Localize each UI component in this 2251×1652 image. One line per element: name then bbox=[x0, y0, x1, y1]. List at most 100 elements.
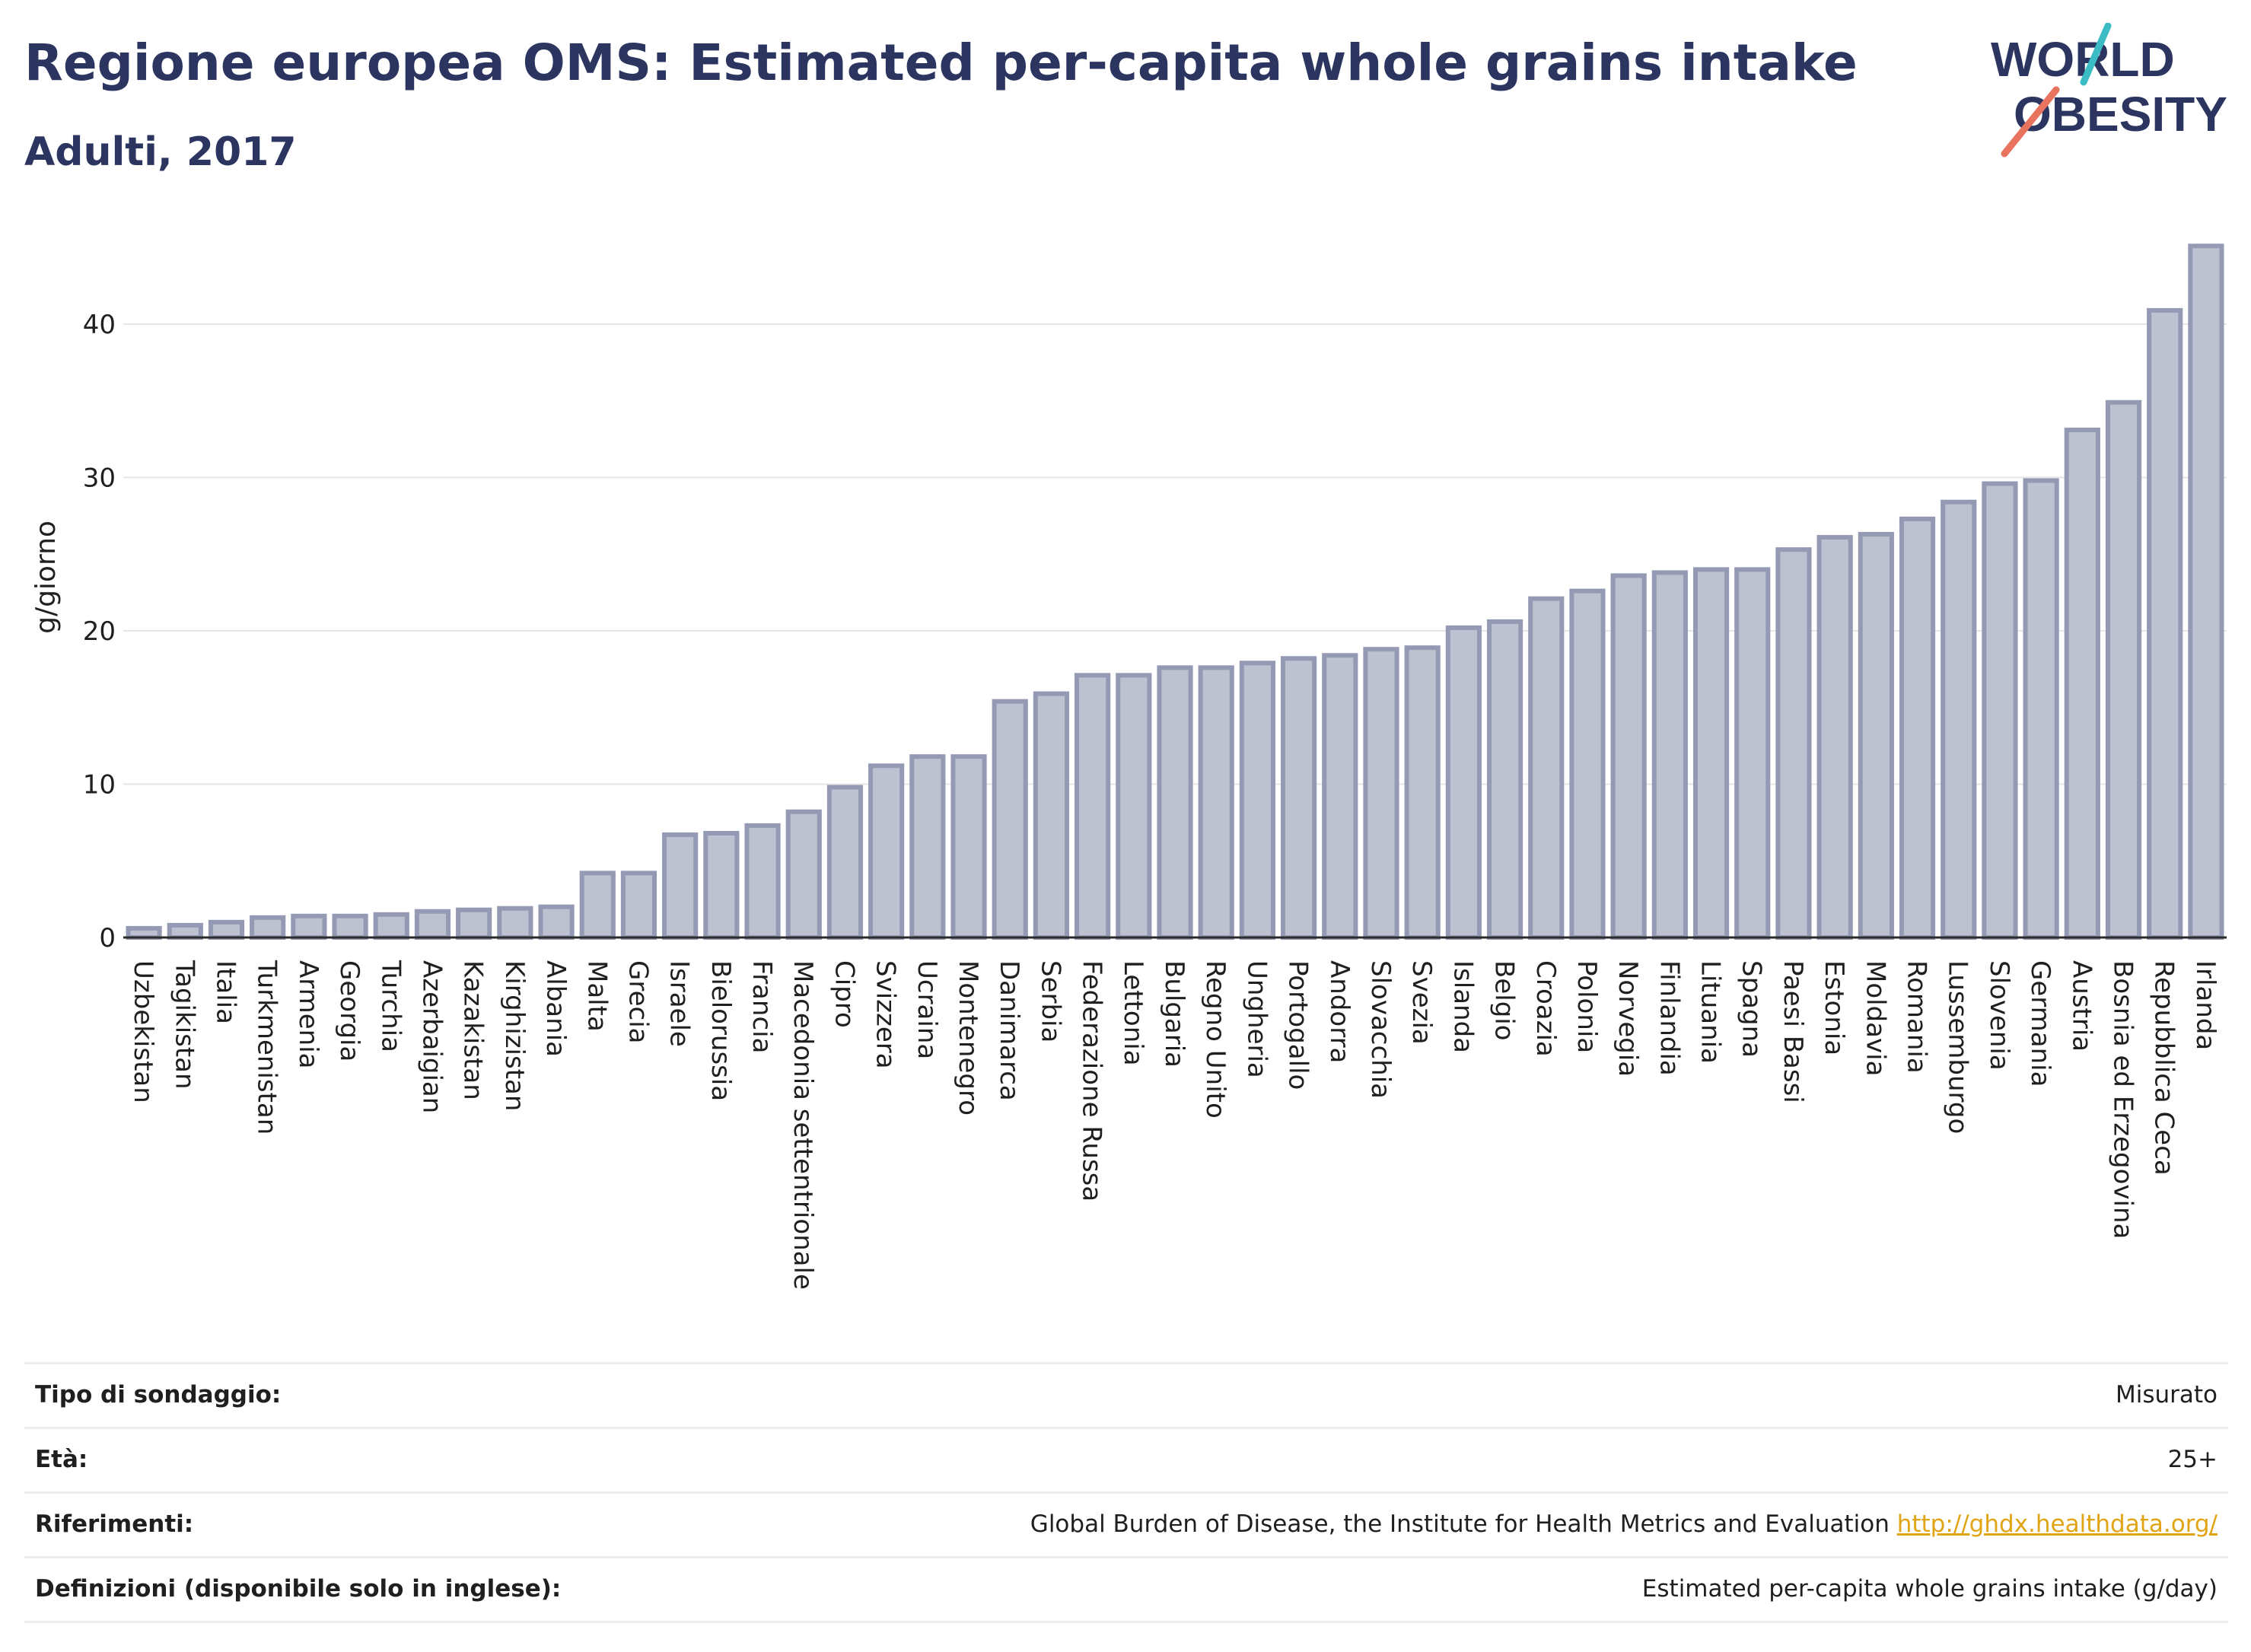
bar bbox=[167, 922, 203, 941]
x-tick-label: Irlanda bbox=[2190, 960, 2221, 1050]
x-tick-label: Slovenia bbox=[1984, 960, 2014, 1071]
x-tick-label: Lettonia bbox=[1118, 960, 1148, 1066]
meta-label: Riferimenti: bbox=[35, 1510, 194, 1538]
bar bbox=[1528, 596, 1565, 940]
y-tick-label: 30 bbox=[83, 463, 116, 494]
meta-value: 25+ bbox=[2167, 1446, 2218, 1473]
x-tick-label: Islanda bbox=[1447, 960, 1478, 1053]
x-tick-label: Paesi Bassi bbox=[1778, 960, 1808, 1103]
y-tick-label: 0 bbox=[99, 923, 116, 953]
x-tick-label: Ucraina bbox=[912, 960, 942, 1059]
logo-slash-coral bbox=[2001, 86, 2060, 158]
x-tick-label: Andorra bbox=[1324, 960, 1355, 1063]
bar bbox=[950, 754, 987, 940]
bar bbox=[1982, 481, 2018, 940]
x-tick-label: Slovacchia bbox=[1365, 960, 1396, 1099]
x-tick-label: Montenegro bbox=[953, 960, 983, 1116]
meta-row-age: Età: 25+ bbox=[24, 1427, 2228, 1491]
bar bbox=[1445, 625, 1482, 940]
reference-link[interactable]: http://ghdx.healthdata.org/ bbox=[1896, 1510, 2218, 1538]
bar bbox=[456, 907, 492, 940]
bar bbox=[1075, 673, 1111, 940]
x-tick-label: Lussemburgo bbox=[1943, 960, 1973, 1134]
bar bbox=[332, 913, 368, 941]
x-tick-label: Turkmenistan bbox=[252, 960, 282, 1135]
bar bbox=[620, 871, 657, 940]
bar bbox=[1322, 653, 1358, 940]
x-tick-label: Georgia bbox=[334, 960, 365, 1062]
bar bbox=[1775, 547, 1812, 941]
x-tick-label: Germania bbox=[2025, 960, 2055, 1087]
x-tick-label: Regno Unito bbox=[1200, 960, 1231, 1119]
x-tick-label: Francia bbox=[747, 960, 777, 1053]
x-tick-label: Repubblica Ceca bbox=[2149, 960, 2179, 1176]
x-tick-label: Azerbaigian bbox=[416, 960, 447, 1113]
x-tick-label: Belgio bbox=[1489, 960, 1520, 1041]
x-tick-label: Israele bbox=[664, 960, 695, 1047]
bar bbox=[1363, 647, 1399, 940]
chart-subtitle: Adulti, 2017 bbox=[24, 129, 297, 175]
x-tick-label: Estonia bbox=[1819, 960, 1849, 1055]
x-tick-label: Svizzera bbox=[871, 960, 901, 1069]
bar bbox=[1569, 588, 1606, 940]
bar bbox=[414, 909, 451, 940]
meta-row-survey-type: Tipo di sondaggio: Misurato bbox=[24, 1362, 2228, 1427]
logo-slash-teal bbox=[2080, 23, 2112, 86]
bar bbox=[126, 925, 162, 941]
bar bbox=[1692, 567, 1730, 941]
meta-label: Età: bbox=[35, 1446, 88, 1473]
x-tick-label: Tagikistan bbox=[169, 960, 199, 1090]
x-tick-label: Polonia bbox=[1571, 960, 1602, 1053]
x-tick-label: Italia bbox=[210, 960, 240, 1024]
y-tick-label: 40 bbox=[83, 310, 116, 340]
x-tick-label: Kirghizistan bbox=[499, 960, 530, 1111]
x-tick-label: Norvegia bbox=[1613, 960, 1643, 1077]
x-tick-label: Malta bbox=[581, 960, 612, 1032]
meta-value-references: Global Burden of Disease, the Institute … bbox=[1030, 1510, 2218, 1538]
bar bbox=[1157, 665, 1193, 940]
x-tick-label: Bielorussia bbox=[705, 960, 736, 1101]
meta-row-references: Riferimenti: Global Burden of Disease, t… bbox=[24, 1491, 2228, 1556]
bar bbox=[1486, 619, 1523, 940]
x-tick-label: Lituania bbox=[1695, 960, 1726, 1064]
bar bbox=[868, 763, 905, 940]
world-obesity-logo: WORLD OBESITY bbox=[1991, 23, 2227, 158]
meta-value: Misurato bbox=[2115, 1381, 2218, 1408]
x-tick-label: Portogallo bbox=[1283, 960, 1313, 1090]
bar bbox=[538, 904, 575, 940]
bar bbox=[291, 913, 327, 941]
bar bbox=[1816, 535, 1853, 940]
bar bbox=[1899, 516, 1936, 940]
y-axis-title: g/giorno bbox=[30, 520, 62, 634]
bar bbox=[992, 699, 1028, 940]
bar bbox=[2105, 399, 2142, 940]
bar bbox=[1116, 673, 1152, 940]
x-tick-label: Albania bbox=[540, 960, 571, 1057]
reference-text: Global Burden of Disease, the Institute … bbox=[1030, 1510, 1890, 1538]
x-tick-label: Romania bbox=[1902, 960, 1932, 1074]
bar-chart: 0 10 20 30 40 g/giorno Uzbekistan Tagikistan Ita… bbox=[30, 244, 2227, 1290]
bar bbox=[250, 915, 286, 941]
bar bbox=[744, 823, 781, 941]
bar bbox=[579, 871, 616, 940]
x-tick-label: Austria bbox=[2066, 960, 2097, 1052]
bar bbox=[662, 832, 699, 940]
x-tick-label: Grecia bbox=[622, 960, 653, 1043]
bar bbox=[826, 785, 864, 941]
x-tick-label: Finlandia bbox=[1654, 960, 1684, 1076]
metadata-table: Tipo di sondaggio: Misurato Età: 25+ Rif… bbox=[24, 1362, 2228, 1623]
bar bbox=[703, 830, 740, 940]
bar bbox=[909, 754, 946, 940]
x-tick-label: Serbia bbox=[1035, 960, 1065, 1042]
x-tick-label: Moldavia bbox=[1860, 960, 1890, 1076]
bar bbox=[2147, 307, 2183, 940]
x-tick-label: Bulgaria bbox=[1159, 960, 1189, 1068]
x-tick-label: Spagna bbox=[1737, 960, 1767, 1058]
x-tick-label: Armenia bbox=[293, 960, 323, 1069]
x-tick-label: Bosnia ed Erzegovina bbox=[2108, 960, 2138, 1239]
y-tick-label: 20 bbox=[83, 616, 116, 647]
bar bbox=[1404, 645, 1441, 940]
meta-label: Tipo di sondaggio: bbox=[35, 1381, 282, 1408]
bar bbox=[1651, 570, 1688, 940]
x-tick-label: Uzbekistan bbox=[128, 960, 158, 1103]
